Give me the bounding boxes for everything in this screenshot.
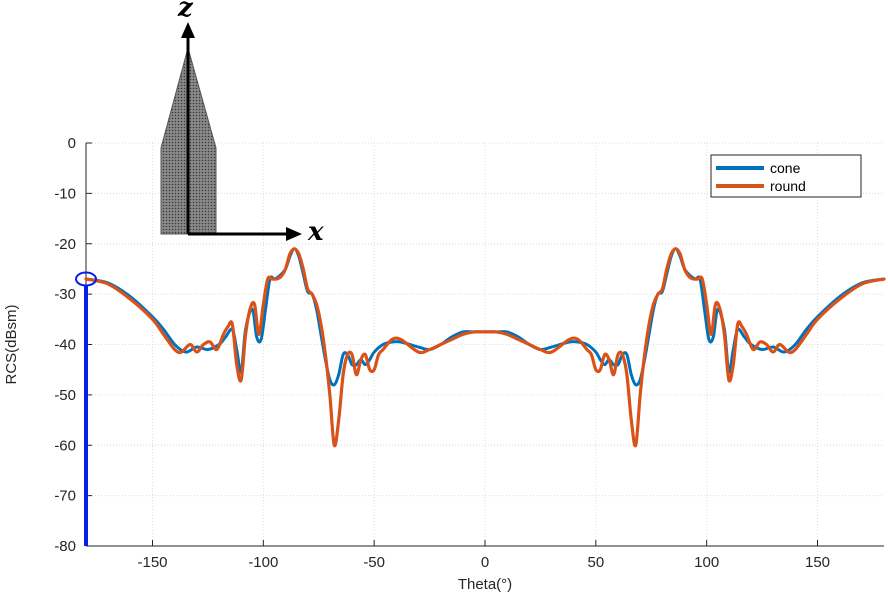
legend-label-round: round [770,178,806,194]
legend-label-cone: cone [770,160,801,176]
y-tick-label: -80 [54,538,76,555]
y-tick-label: -50 [54,387,76,404]
legend: cone round [710,154,862,198]
x-tick-label: 50 [587,554,604,571]
legend-box [710,154,862,198]
series-line-round [84,247,886,448]
y-tick-label: 0 [68,135,76,152]
start-marker [75,271,97,546]
x-tick-label: 0 [481,554,489,571]
x-tick-label: -150 [137,554,167,571]
y-axis-label: RCS(dBsm) [3,304,20,384]
y-tick-label: -70 [54,488,76,505]
inset-x-label: x [307,217,324,247]
y-tick-label: -30 [54,286,76,303]
inset-z-label: z [177,0,194,23]
x-axis-label: Theta(°) [458,576,512,593]
x-tick-label: -100 [248,554,278,571]
start-marker-circle [75,271,97,287]
y-tick-label: -20 [54,236,76,253]
y-tick-label: -10 [54,185,76,202]
tick-labels: -150 -100 -50 0 50 100 150 0 -10 -20 -30 -40 -50 -60 -… [54,135,830,571]
x-tick-label: 100 [694,554,719,571]
x-arrow-head-icon [286,227,302,241]
x-tick-label: 150 [805,554,830,571]
y-tick-label: -40 [54,337,76,354]
series-layer [84,247,886,448]
x-tick-label: -50 [363,554,385,571]
y-tick-label: -60 [54,437,76,454]
cone-inset: z x [160,0,324,247]
z-arrow-head-icon [181,22,195,38]
